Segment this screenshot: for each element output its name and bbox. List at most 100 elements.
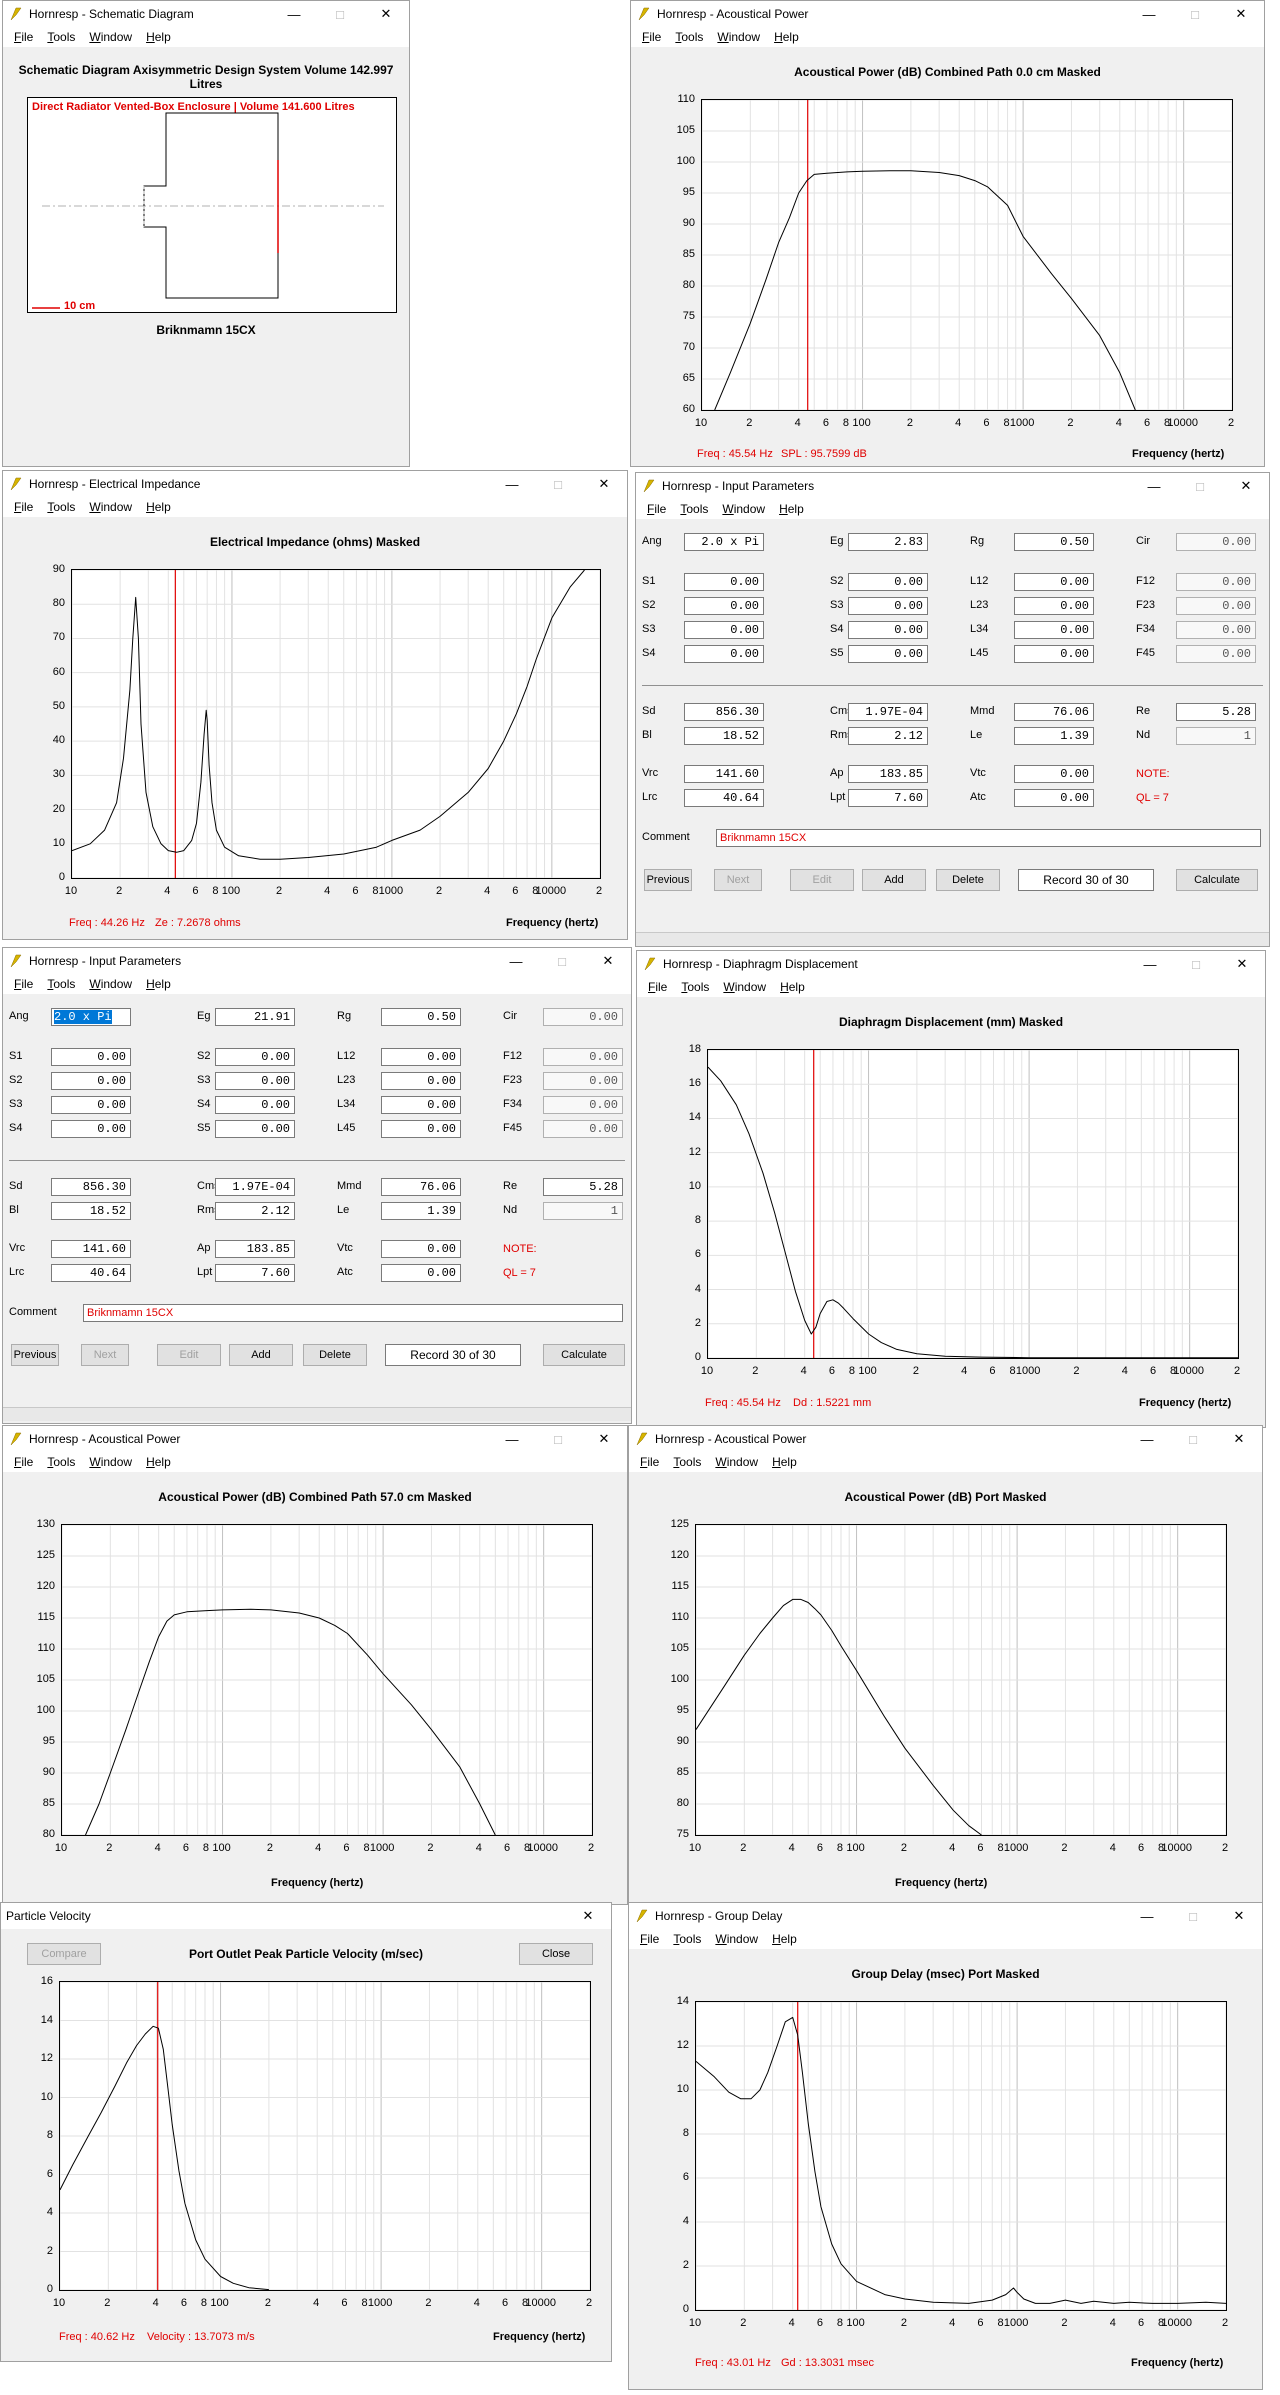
close-button[interactable]: ✕ (598, 476, 610, 491)
menu-tools[interactable]: Tools (681, 980, 710, 994)
param-input[interactable]: 0.00 (684, 597, 764, 615)
menu-help[interactable]: Help (772, 1455, 797, 1469)
minimize-button[interactable]: — (509, 953, 523, 969)
previous-button[interactable]: Previous (644, 869, 692, 891)
param-input[interactable]: 1.39 (1014, 727, 1094, 745)
param-input[interactable]: 0.00 (848, 573, 928, 591)
menu-file[interactable]: File (647, 502, 667, 516)
minimize-button[interactable]: — (505, 1431, 519, 1447)
previous-button[interactable]: Previous (11, 1344, 59, 1366)
param-input[interactable]: 0.00 (848, 597, 928, 615)
ap-combined-titlebar[interactable]: Hornresp - Acoustical Power — □ ✕ (3, 1426, 627, 1452)
param-input[interactable]: 7.60 (848, 789, 928, 807)
menu-help[interactable]: Help (780, 980, 805, 994)
params-titlebar[interactable]: Hornresp - Input Parameters — □ ✕ (636, 473, 1269, 499)
param-input[interactable]: 0.00 (1014, 621, 1094, 639)
menu-window[interactable]: Window (89, 977, 133, 991)
menu-tools[interactable]: Tools (673, 1932, 702, 1946)
menu-help[interactable]: Help (146, 977, 171, 991)
menu-file[interactable]: File (14, 1455, 34, 1469)
close-button[interactable]: ✕ (602, 953, 614, 968)
close-button[interactable]: ✕ (1235, 6, 1247, 21)
minimize-button[interactable]: — (505, 476, 519, 492)
menu-window[interactable]: Window (723, 980, 767, 994)
menu-file[interactable]: File (14, 30, 34, 44)
close-button[interactable]: ✕ (1236, 956, 1248, 971)
menu-tools[interactable]: Tools (47, 1455, 76, 1469)
params-titlebar[interactable]: Hornresp - Input Parameters — □ ✕ (3, 948, 631, 974)
plot-area[interactable] (701, 99, 1233, 411)
param-input[interactable]: 0.00 (51, 1048, 131, 1066)
menu-help[interactable]: Help (774, 30, 799, 44)
param-input[interactable]: 856.30 (51, 1178, 131, 1196)
maximize-button[interactable]: □ (1189, 1908, 1197, 1924)
param-input[interactable]: 2.0 x Pi (684, 533, 764, 551)
velocity-titlebar[interactable]: Particle Velocity ✕ (1, 1903, 611, 1929)
param-input[interactable]: 1.39 (381, 1202, 461, 1220)
param-input[interactable]: 0.00 (51, 1120, 131, 1138)
maximize-button[interactable]: □ (554, 1431, 562, 1447)
param-input[interactable]: 0.00 (684, 621, 764, 639)
close-dialog-button[interactable]: Close (519, 1943, 593, 1965)
next-button[interactable]: Next (714, 869, 762, 891)
minimize-button[interactable]: — (1142, 6, 1156, 22)
menu-help[interactable]: Help (146, 30, 171, 44)
menu-window[interactable]: Window (89, 1455, 133, 1469)
param-input[interactable]: 0.00 (215, 1072, 295, 1090)
plot-area[interactable] (695, 1524, 1227, 1836)
param-input[interactable]: 0.00 (848, 645, 928, 663)
param-input[interactable]: 18.52 (684, 727, 764, 745)
close-button[interactable]: ✕ (582, 1908, 594, 1923)
param-input[interactable]: 0.00 (381, 1240, 461, 1258)
delete-button[interactable]: Delete (303, 1344, 367, 1366)
group-delay-titlebar[interactable]: Hornresp - Group Delay — □ ✕ (629, 1903, 1262, 1929)
param-input[interactable]: 0.00 (381, 1048, 461, 1066)
param-input[interactable]: 0.00 (684, 573, 764, 591)
param-input[interactable]: 0.00 (215, 1096, 295, 1114)
param-input[interactable]: 0.00 (381, 1072, 461, 1090)
close-button[interactable]: ✕ (380, 6, 392, 21)
close-button[interactable]: ✕ (598, 1431, 610, 1446)
param-input[interactable]: 7.60 (215, 1264, 295, 1282)
menu-file[interactable]: File (642, 30, 662, 44)
param-input[interactable]: 0.00 (215, 1120, 295, 1138)
maximize-button[interactable]: □ (1189, 1431, 1197, 1447)
param-input[interactable]: 0.50 (381, 1008, 461, 1026)
add-button[interactable]: Add (229, 1344, 293, 1366)
minimize-button[interactable]: — (287, 6, 301, 22)
close-button[interactable]: ✕ (1240, 478, 1252, 493)
param-input[interactable]: 183.85 (215, 1240, 295, 1258)
param-input[interactable]: 40.64 (684, 789, 764, 807)
menu-help[interactable]: Help (146, 1455, 171, 1469)
menu-help[interactable]: Help (146, 500, 171, 514)
minimize-button[interactable]: — (1147, 478, 1161, 494)
menu-file[interactable]: File (648, 980, 668, 994)
maximize-button[interactable]: □ (554, 476, 562, 492)
menu-help[interactable]: Help (772, 1932, 797, 1946)
menu-file[interactable]: File (640, 1932, 660, 1946)
calculate-button[interactable]: Calculate (1176, 869, 1258, 891)
menu-window[interactable]: Window (722, 502, 766, 516)
plot-area[interactable] (61, 1524, 593, 1836)
horizontal-scrollbar[interactable] (636, 932, 1269, 946)
menu-tools[interactable]: Tools (680, 502, 709, 516)
param-input[interactable]: 5.28 (1176, 703, 1256, 721)
schematic-titlebar[interactable]: Hornresp - Schematic Diagram — □ ✕ (3, 1, 409, 27)
horizontal-scrollbar[interactable] (3, 1407, 631, 1421)
plot-area[interactable] (695, 2001, 1227, 2311)
param-input[interactable]: 76.06 (381, 1178, 461, 1196)
add-button[interactable]: Add (862, 869, 926, 891)
param-input[interactable]: 0.00 (684, 645, 764, 663)
param-input[interactable]: 2.12 (848, 727, 928, 745)
close-button[interactable]: ✕ (1233, 1431, 1245, 1446)
menu-tools[interactable]: Tools (47, 500, 76, 514)
edit-button[interactable]: Edit (157, 1344, 221, 1366)
calculate-button[interactable]: Calculate (543, 1344, 625, 1366)
close-button[interactable]: ✕ (1233, 1908, 1245, 1923)
menu-tools[interactable]: Tools (673, 1455, 702, 1469)
menu-file[interactable]: File (640, 1455, 660, 1469)
compare-button[interactable]: Compare (27, 1943, 101, 1965)
impedance-titlebar[interactable]: Hornresp - Electrical Impedance — □ ✕ (3, 471, 627, 497)
menu-help[interactable]: Help (779, 502, 804, 516)
menu-window[interactable]: Window (89, 500, 133, 514)
